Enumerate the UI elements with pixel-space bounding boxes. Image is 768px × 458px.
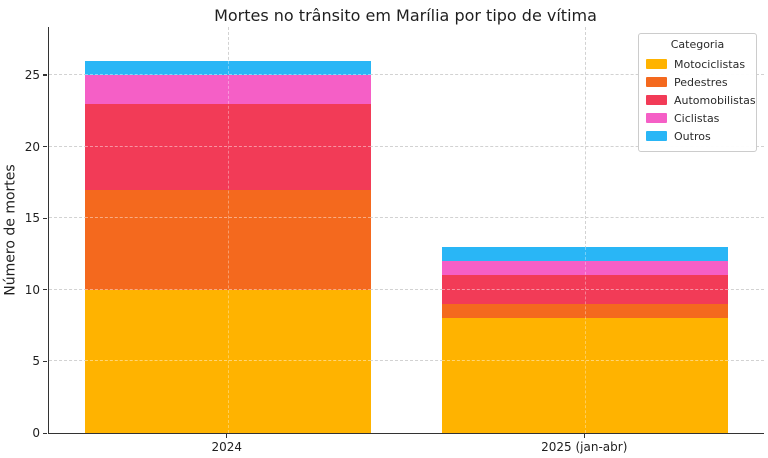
gridline-y-10 xyxy=(49,288,764,290)
bar-2025 (jan-abr)-Ciclistas xyxy=(442,261,729,276)
bar-2025 (jan-abr)-Motociclistas xyxy=(442,318,729,433)
legend-row-Pedestres: Pedestres xyxy=(646,73,749,91)
ytick-mark-5 xyxy=(43,360,47,363)
legend-swatch-icon xyxy=(646,95,667,105)
bar-gridline-y-5 xyxy=(442,360,729,362)
legend-title: Categoria xyxy=(670,38,725,51)
gridline-y-20 xyxy=(49,145,764,147)
legend-label: Outros xyxy=(674,129,711,143)
bar-2024-Outros xyxy=(84,60,371,75)
ytick-mark-25 xyxy=(43,74,47,76)
y-axis-label: Número de mortes xyxy=(3,164,19,296)
legend-label: Automobilistas xyxy=(674,93,756,107)
legend-row-Outros: Outros xyxy=(646,127,749,145)
ytick-mark-15 xyxy=(43,217,47,219)
y-axis-label-wrap: Número de mortes xyxy=(2,27,20,433)
plot-area xyxy=(48,27,764,434)
legend-swatch-icon xyxy=(646,131,667,141)
gridline-y-25 xyxy=(49,73,764,75)
bar-gridline-y-15 xyxy=(84,217,371,219)
ytick-mark-0 xyxy=(43,432,47,434)
legend-row-Motociclistas: Motociclistas xyxy=(646,55,749,73)
bar-gridline-y-20 xyxy=(84,145,371,147)
xtick-label-2025 (jan-abr): 2025 (jan-abr) xyxy=(541,440,628,454)
legend-label: Ciclistas xyxy=(674,111,720,125)
bar-2025 (jan-abr)-Pedestres xyxy=(442,304,729,319)
ytick-label-0: 0 xyxy=(32,426,40,440)
ytick-label-20: 20 xyxy=(24,139,40,154)
bar-2024-Automobilistas xyxy=(84,103,371,190)
bar-2024-Motociclistas xyxy=(84,289,371,433)
legend-swatch-icon xyxy=(646,77,667,87)
legend-label: Motociclistas xyxy=(674,57,746,71)
gridline-y-15 xyxy=(49,217,764,219)
bar-gridline-y-10 xyxy=(84,288,371,290)
bar-gridline-y-5 xyxy=(84,360,371,362)
bar-2025 (jan-abr)-Outros xyxy=(442,246,729,262)
ytick-label-25: 25 xyxy=(24,67,40,82)
legend-swatch-icon xyxy=(646,113,667,123)
ytick-mark-10 xyxy=(43,289,47,291)
xtick-label-2024: 2024 xyxy=(211,440,243,454)
bar-gridline-x-2024 xyxy=(227,60,229,433)
ytick-mark-20 xyxy=(43,146,47,148)
xtick-mark-2025 (jan-abr) xyxy=(583,434,585,438)
ytick-label-5: 5 xyxy=(32,354,40,369)
chart-title: Mortes no trânsito em Marília por tipo d… xyxy=(214,6,597,25)
ytick-label-10: 10 xyxy=(24,282,40,297)
legend-row-Automobilistas: Automobilistas xyxy=(646,91,756,109)
gridline-y-5 xyxy=(49,360,764,362)
ytick-label-15: 15 xyxy=(24,211,40,226)
bar-gridline-x-2025 (jan-abr) xyxy=(585,246,587,433)
legend-row-Ciclistas: Ciclistas xyxy=(646,109,749,127)
bar-gridline-y-25 xyxy=(84,73,371,75)
legend-entries: Motociclistas Pedestres Automobilistas Cicl… xyxy=(646,55,756,145)
legend-swatch-icon xyxy=(646,59,667,69)
bar-2025 (jan-abr)-Automobilistas xyxy=(442,275,729,305)
gridline-x-2025 (jan-abr) xyxy=(585,27,587,433)
legend-label: Pedestres xyxy=(674,75,728,89)
bar-gridline-y-10 xyxy=(442,288,729,290)
xtick-mark-2024 xyxy=(226,434,228,438)
legend: Categoria Motociclistas Pedestres Automobi… xyxy=(638,33,757,152)
bar-2024-Pedestres xyxy=(84,189,371,290)
bar-2024-Ciclistas xyxy=(84,74,371,104)
